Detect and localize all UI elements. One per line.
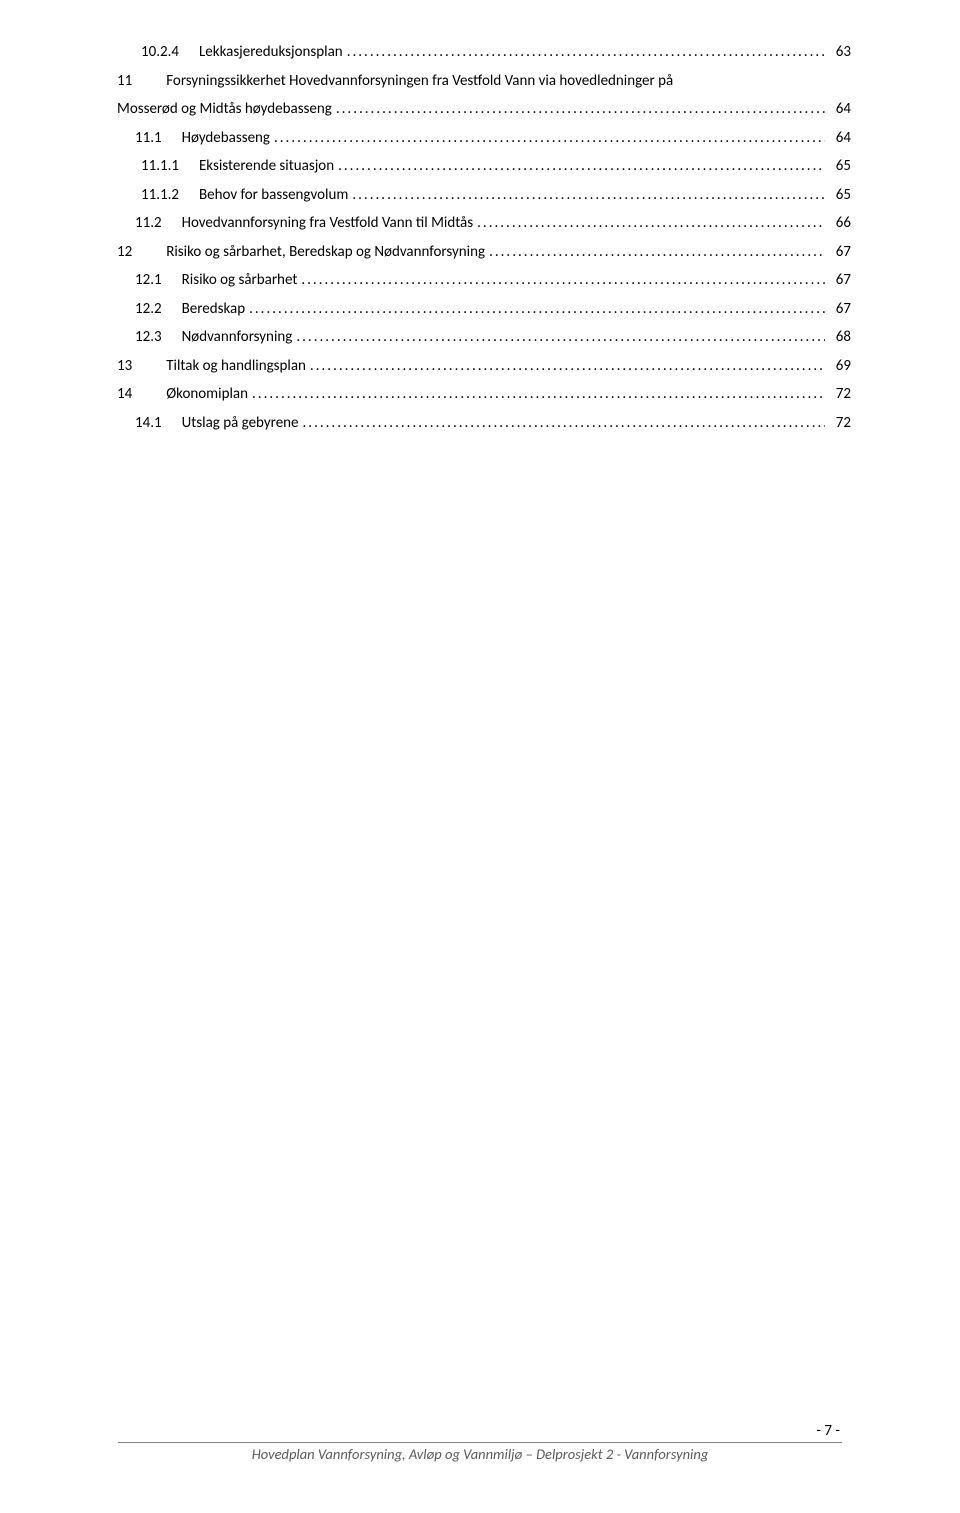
- toc-leader-dots: [248, 380, 825, 409]
- toc-number: 14.1: [135, 409, 162, 438]
- toc-entry: 12Risiko og sårbarhet, Beredskap og Nødv…: [117, 238, 851, 267]
- toc-number: 13: [117, 352, 132, 381]
- toc-page: 64: [825, 95, 851, 124]
- toc-page: 65: [825, 181, 851, 210]
- toc-leader-dots: [343, 38, 825, 67]
- toc-number: 11.1.2: [141, 181, 179, 210]
- toc-page: 65: [825, 152, 851, 181]
- toc-entry: 13Tiltak og handlingsplan 69: [117, 352, 851, 381]
- toc-title: Hovedvannforsyning fra Vestfold Vann til…: [162, 209, 474, 238]
- toc-page: 72: [825, 409, 851, 438]
- table-of-contents: 10.2.4Lekkasjereduksjonsplan6311Forsynin…: [117, 38, 851, 437]
- toc-number: 10.2.4: [141, 38, 179, 67]
- toc-title: Nødvannforsyning: [162, 323, 293, 352]
- toc-number: 12.2: [135, 295, 162, 324]
- toc-title: Høydebasseng: [162, 124, 270, 153]
- toc-entry-line2: Mosserød og Midtås høydebasseng 64: [117, 95, 851, 124]
- toc-leader-dots: [348, 181, 825, 210]
- toc-leader-dots: [292, 323, 825, 352]
- toc-number: 11.1: [135, 124, 162, 153]
- toc-leader-dots: [485, 238, 825, 267]
- page-number: - 7 -: [0, 1422, 960, 1440]
- toc-entry: 14.1Utslag på gebyrene 72: [117, 409, 851, 438]
- footer-text: Hovedplan Vannforsyning, Avløp og Vannmi…: [0, 1445, 960, 1463]
- toc-leader-dots: [334, 152, 825, 181]
- toc-leader-dots: [270, 124, 825, 153]
- toc-page: 64: [825, 124, 851, 153]
- toc-title: Utslag på gebyrene: [162, 409, 299, 438]
- toc-leader-dots: [245, 295, 825, 324]
- toc-number: 12: [117, 238, 132, 267]
- toc-number: 11: [117, 72, 132, 90]
- toc-entry: 14Økonomiplan 72: [117, 380, 851, 409]
- toc-number: 11.2: [135, 209, 162, 238]
- toc-number: 14: [117, 380, 132, 409]
- toc-title: Risiko og sårbarhet: [162, 266, 298, 295]
- toc-leader-dots: [306, 352, 825, 381]
- toc-entry: 11.1Høydebasseng 64: [117, 124, 851, 153]
- toc-title: Behov for bassengvolum: [179, 181, 348, 210]
- toc-entry: 12.1Risiko og sårbarhet 67: [117, 266, 851, 295]
- toc-number: 12.1: [135, 266, 162, 295]
- toc-entry: 11.1.1Eksisterende situasjon 65: [117, 152, 851, 181]
- toc-title: Økonomiplan: [132, 380, 248, 409]
- toc-entry: 11.1.2Behov for bassengvolum 65: [117, 181, 851, 210]
- toc-leader-dots: [332, 95, 825, 124]
- page-footer: - 7 - Hovedplan Vannforsyning, Avløp og …: [0, 1422, 960, 1463]
- document-page: 10.2.4Lekkasjereduksjonsplan6311Forsynin…: [0, 0, 960, 1513]
- toc-page: 72: [825, 380, 851, 409]
- toc-page: 67: [825, 295, 851, 324]
- toc-title: Lekkasjereduksjonsplan: [179, 38, 343, 67]
- toc-title-cont: Mosserød og Midtås høydebasseng: [117, 95, 332, 124]
- toc-page: 63: [825, 38, 851, 67]
- toc-page: 68: [825, 323, 851, 352]
- toc-title: Eksisterende situasjon: [179, 152, 334, 181]
- toc-entry: 11.2Hovedvannforsyning fra Vestfold Vann…: [117, 209, 851, 238]
- toc-entry: 12.3Nødvannforsyning 68: [117, 323, 851, 352]
- toc-page: 66: [825, 209, 851, 238]
- toc-leader-dots: [297, 266, 825, 295]
- toc-title: Tiltak og handlingsplan: [132, 352, 306, 381]
- toc-title: Beredskap: [162, 295, 246, 324]
- toc-leader-dots: [299, 409, 826, 438]
- toc-leader-dots: [473, 209, 825, 238]
- toc-page: 67: [825, 266, 851, 295]
- toc-number: 12.3: [135, 323, 162, 352]
- toc-number: 11.1.1: [141, 152, 179, 181]
- toc-entry-line1: 11Forsyningssikkerhet Hovedvannforsyning…: [117, 67, 851, 96]
- toc-title: Forsyningssikkerhet Hovedvannforsyningen…: [132, 72, 673, 90]
- toc-entry: 12.2Beredskap 67: [117, 295, 851, 324]
- toc-title: Risiko og sårbarhet, Beredskap og Nødvan…: [132, 238, 485, 267]
- toc-entry: 10.2.4Lekkasjereduksjonsplan 63: [117, 38, 851, 67]
- toc-entry: 11Forsyningssikkerhet Hovedvannforsyning…: [117, 67, 851, 124]
- toc-page: 67: [825, 238, 851, 267]
- footer-rule: [118, 1442, 842, 1443]
- toc-page: 69: [825, 352, 851, 381]
